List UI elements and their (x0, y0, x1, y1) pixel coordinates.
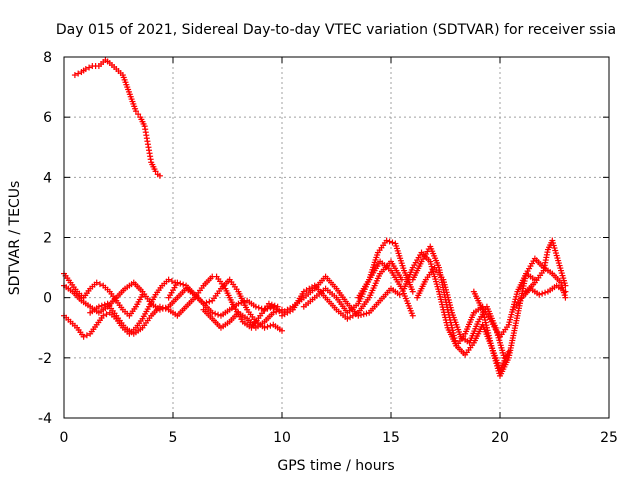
data-point (156, 303, 163, 310)
data-point (162, 305, 169, 312)
data-point (562, 294, 569, 301)
data-point (83, 332, 90, 339)
x-tick-label: 15 (382, 430, 400, 446)
data-point (139, 291, 146, 298)
data-point (536, 291, 543, 298)
data-point (215, 311, 222, 318)
data-point (156, 172, 163, 179)
data-point (562, 288, 569, 295)
y-tick-label: 6 (43, 110, 52, 126)
data-point (235, 300, 242, 307)
x-tick-label: 25 (600, 430, 618, 446)
data-point (360, 311, 367, 318)
data-point (98, 302, 105, 309)
data-point (261, 306, 268, 313)
data-point (409, 312, 416, 319)
data-point (152, 168, 159, 175)
y-tick-label: 2 (43, 231, 52, 247)
data-point (71, 72, 78, 79)
x-tick-label: 5 (169, 430, 178, 446)
data-point (265, 300, 272, 307)
y-tick-label: 8 (43, 50, 52, 66)
data-point (212, 310, 219, 317)
y-tick-label: -4 (38, 411, 52, 427)
data-point (363, 310, 370, 317)
data-point (396, 291, 403, 298)
data-point (203, 299, 210, 306)
data-point (80, 333, 87, 340)
data-point (386, 238, 393, 245)
chart-title: Day 015 of 2021, Sidereal Day-to-day VTE… (56, 22, 616, 38)
data-point (261, 324, 268, 331)
x-axis-label: GPS time / hours (277, 458, 394, 474)
data-point (264, 323, 271, 330)
data-point (180, 281, 187, 288)
data-point (389, 239, 396, 246)
y-axis-label: SDTVAR / TECUs (7, 181, 23, 296)
points-layer (61, 57, 569, 379)
data-point (539, 290, 546, 297)
data-point (86, 64, 93, 71)
y-tick-label: 0 (43, 291, 52, 307)
data-point (101, 301, 108, 308)
data-point (177, 280, 184, 287)
data-point (562, 282, 569, 289)
data-point (200, 300, 207, 307)
y-tick-label: 4 (43, 170, 52, 186)
data-point (75, 70, 82, 77)
data-point (95, 303, 102, 310)
data-point (135, 111, 142, 118)
grid-layer (64, 57, 609, 418)
data-point (174, 279, 181, 286)
data-point (93, 279, 100, 286)
data-point (383, 237, 390, 244)
data-point (168, 278, 175, 285)
x-tick-label: 20 (491, 430, 509, 446)
data-point (267, 322, 274, 329)
data-point (159, 304, 166, 311)
x-tick-label: 0 (60, 430, 69, 446)
data-point (165, 276, 172, 283)
data-point (252, 303, 259, 310)
data-point (100, 312, 107, 319)
data-point (206, 298, 213, 305)
ticks-layer: 0 5 10 15 20 25 -4 -2 0 2 4 6 8 (38, 50, 618, 446)
data-point (279, 327, 285, 334)
data-point (398, 276, 405, 283)
data-point (103, 311, 110, 318)
data-point (82, 66, 89, 73)
data-point (209, 309, 216, 316)
x-tick-label: 10 (273, 430, 291, 446)
data-point (409, 288, 416, 295)
data-point (255, 304, 262, 311)
data-point (96, 281, 103, 288)
data-point (542, 289, 549, 296)
data-point (132, 108, 139, 115)
data-point (274, 303, 281, 310)
y-tick-label: -2 (38, 351, 52, 367)
